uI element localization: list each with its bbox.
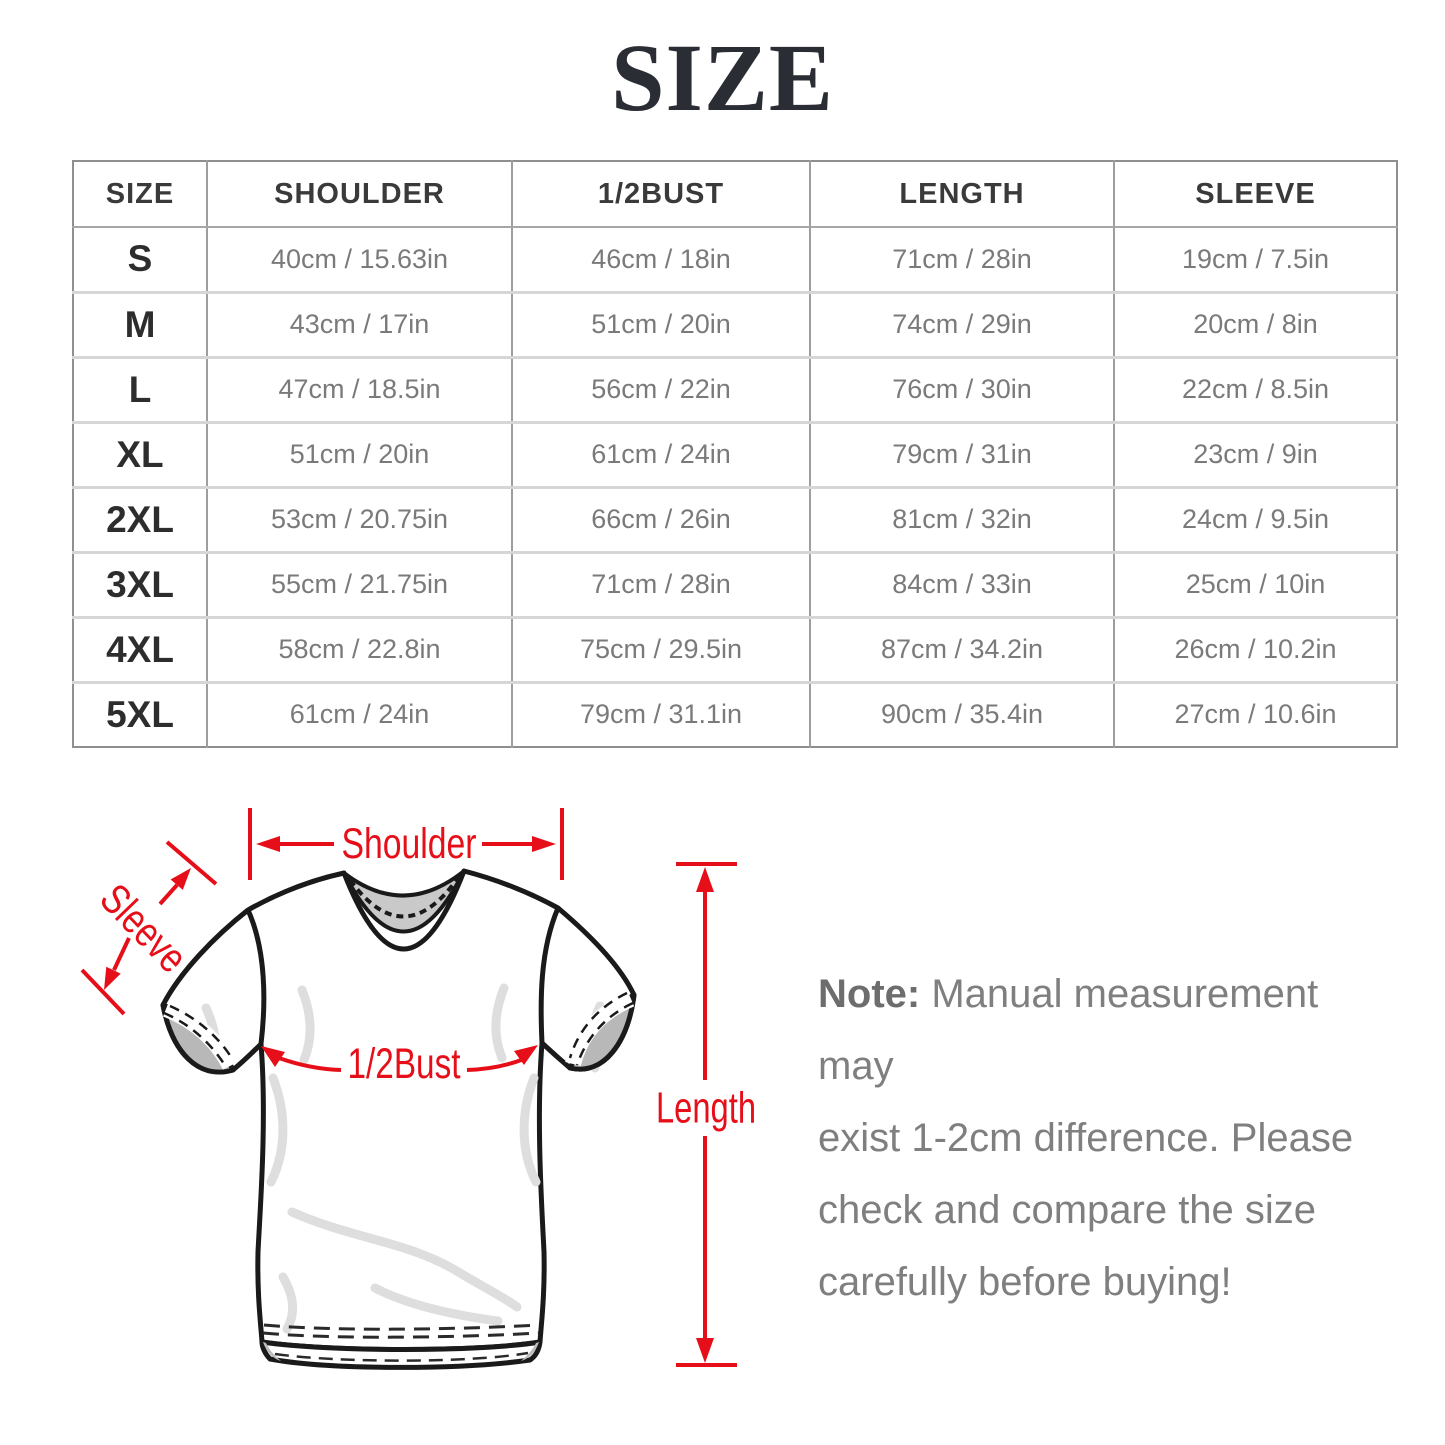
tshirt-illustration [160,868,637,1370]
measurement-cell: 90cm / 35.4in [809,680,1114,747]
size-label: 2XL [73,485,207,552]
table-row: S 40cm / 15.63in 46cm / 18in 71cm / 28in 19c… [73,227,1397,292]
size-table: SIZE SHOULDER 1/2BUST LENGTH SLEEVE S 40cm / … [72,160,1398,748]
table-row: M 43cm / 17in 51cm / 20in 74cm / 29in 20cm /… [73,290,1397,357]
length-annotation: Length [656,862,756,1367]
measurement-cell: 46cm / 18in [511,227,810,292]
table-body: S 40cm / 15.63in 46cm / 18in 71cm / 28in 19c… [73,227,1397,747]
table-row: 4XL 58cm / 22.8in 75cm / 29.5in 87cm / 34.2… [73,615,1397,682]
measurement-cell: 22cm / 8.5in [1113,355,1397,422]
measurement-cell: 76cm / 30in [809,355,1114,422]
measurement-cell: 24cm / 9.5in [1113,485,1397,552]
measurement-cell: 61cm / 24in [206,680,512,747]
measurement-cell: 19cm / 7.5in [1113,227,1397,292]
measurement-cell: 51cm / 20in [511,290,810,357]
collar-band [342,869,466,934]
shoulder-label: Shoulder [342,820,477,868]
measurement-cell: 53cm / 20.75in [206,485,512,552]
measurement-cell: 40cm / 15.63in [206,227,512,292]
column-header-1-2bust: 1/2BUST [511,161,810,228]
table-row: 2XL 53cm / 20.75in 66cm / 26in 81cm / 32in 2… [73,485,1397,552]
measurement-cell: 47cm / 18.5in [206,355,512,422]
tshirt-body-outline [160,868,637,1352]
left-armhole-seam [245,908,267,1045]
measurement-cell: 56cm / 22in [511,355,810,422]
measurement-cell: 20cm / 8in [1113,290,1397,357]
tshirt-measurement-diagram: Shoulder Sleeve 1/2Bust [80,808,756,1370]
right-armhole-seam [538,907,561,1044]
size-label: L [73,355,207,422]
measurement-cell: 61cm / 24in [511,420,810,487]
note-label: Note: [818,972,921,1016]
note-line: carefully before buying! [818,1260,1232,1304]
size-label: M [73,290,207,357]
measurement-cell: 71cm / 28in [511,550,810,617]
measurement-cell: 71cm / 28in [809,227,1114,292]
table-header-row: SIZE SHOULDER 1/2BUST LENGTH SLEEVE [73,161,1397,228]
hem-band [259,1339,543,1370]
measurement-cell: 51cm / 20in [206,420,512,487]
measurement-cell: 74cm / 29in [809,290,1114,357]
column-header-shoulder: SHOULDER [206,161,512,228]
left-cuff-band [162,1001,238,1070]
measurement-cell: 81cm / 32in [809,485,1114,552]
measurement-cell: 23cm / 9in [1113,420,1397,487]
right-cuff-band [565,991,635,1067]
column-header-length: LENGTH [809,161,1114,228]
measurement-cell: 58cm / 22.8in [206,615,512,682]
hem-band-stitching [274,1351,529,1362]
measurement-cell: 26cm / 10.2in [1113,615,1397,682]
measurement-cell: 66cm / 26in [511,485,810,552]
size-label: S [127,238,153,280]
measurement-cell: 75cm / 29.5in [511,615,810,682]
right-cuff-stitching [568,991,634,1066]
size-label: 5XL [73,680,207,747]
size-label: 3XL [73,550,207,617]
hem-shade-right [521,1342,539,1361]
size-label: 4XL [73,615,207,682]
measurement-cell: 79cm / 31.1in [511,680,810,747]
measurement-cell: 87cm / 34.2in [809,615,1114,682]
table-row: 3XL 55cm / 21.75in 71cm / 28in 84cm / 33in 2… [73,550,1397,617]
note-line: check and compare the size [818,1188,1317,1232]
measurement-note: Note: Manual measurement may exist 1-2cm… [818,958,1398,1318]
hem-stitching [262,1323,540,1339]
page-title: SIZE [611,24,834,131]
hem-shade-left [263,1342,281,1361]
sleeve-label: Sleeve [91,875,196,982]
measurement-cell: 27cm / 10.6in [1113,680,1397,747]
half-bust-annotation: 1/2Bust [261,1040,538,1088]
half-bust-label: 1/2Bust [348,1040,461,1088]
table-row: XL 51cm / 20in 61cm / 24in 79cm / 31in 23cm … [73,420,1397,487]
measurement-cell: 84cm / 33in [809,550,1114,617]
measurement-cell: 43cm / 17in [206,290,512,357]
note-line: exist 1-2cm difference. Please [818,1116,1354,1160]
table-row: 5XL 61cm / 24in 79cm / 31.1in 90cm / 35.4in… [73,680,1397,747]
left-cuff-stitching [163,1004,235,1068]
column-header-size: SIZE [73,161,207,228]
length-label: Length [656,1084,756,1133]
note-line: Note: Manual measurement may [818,972,1319,1088]
table-row: L 47cm / 18.5in 56cm / 22in 76cm / 30in 22cm… [73,355,1397,422]
size-label: XL [73,420,207,487]
measurement-cell: 79cm / 31in [809,420,1114,487]
measurement-cell: 25cm / 10in [1113,550,1397,617]
shoulder-annotation: Shoulder [248,808,564,880]
column-header-sleeve: SLEEVE [1113,161,1397,228]
measurement-cell: 55cm / 21.75in [206,550,512,617]
